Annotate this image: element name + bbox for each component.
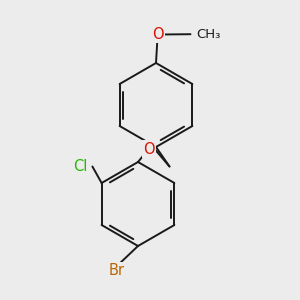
Text: O: O [152, 27, 163, 42]
Text: Br: Br [109, 263, 125, 278]
Text: Cl: Cl [73, 159, 88, 174]
Text: O: O [143, 142, 155, 157]
Text: CH₃: CH₃ [196, 28, 221, 41]
